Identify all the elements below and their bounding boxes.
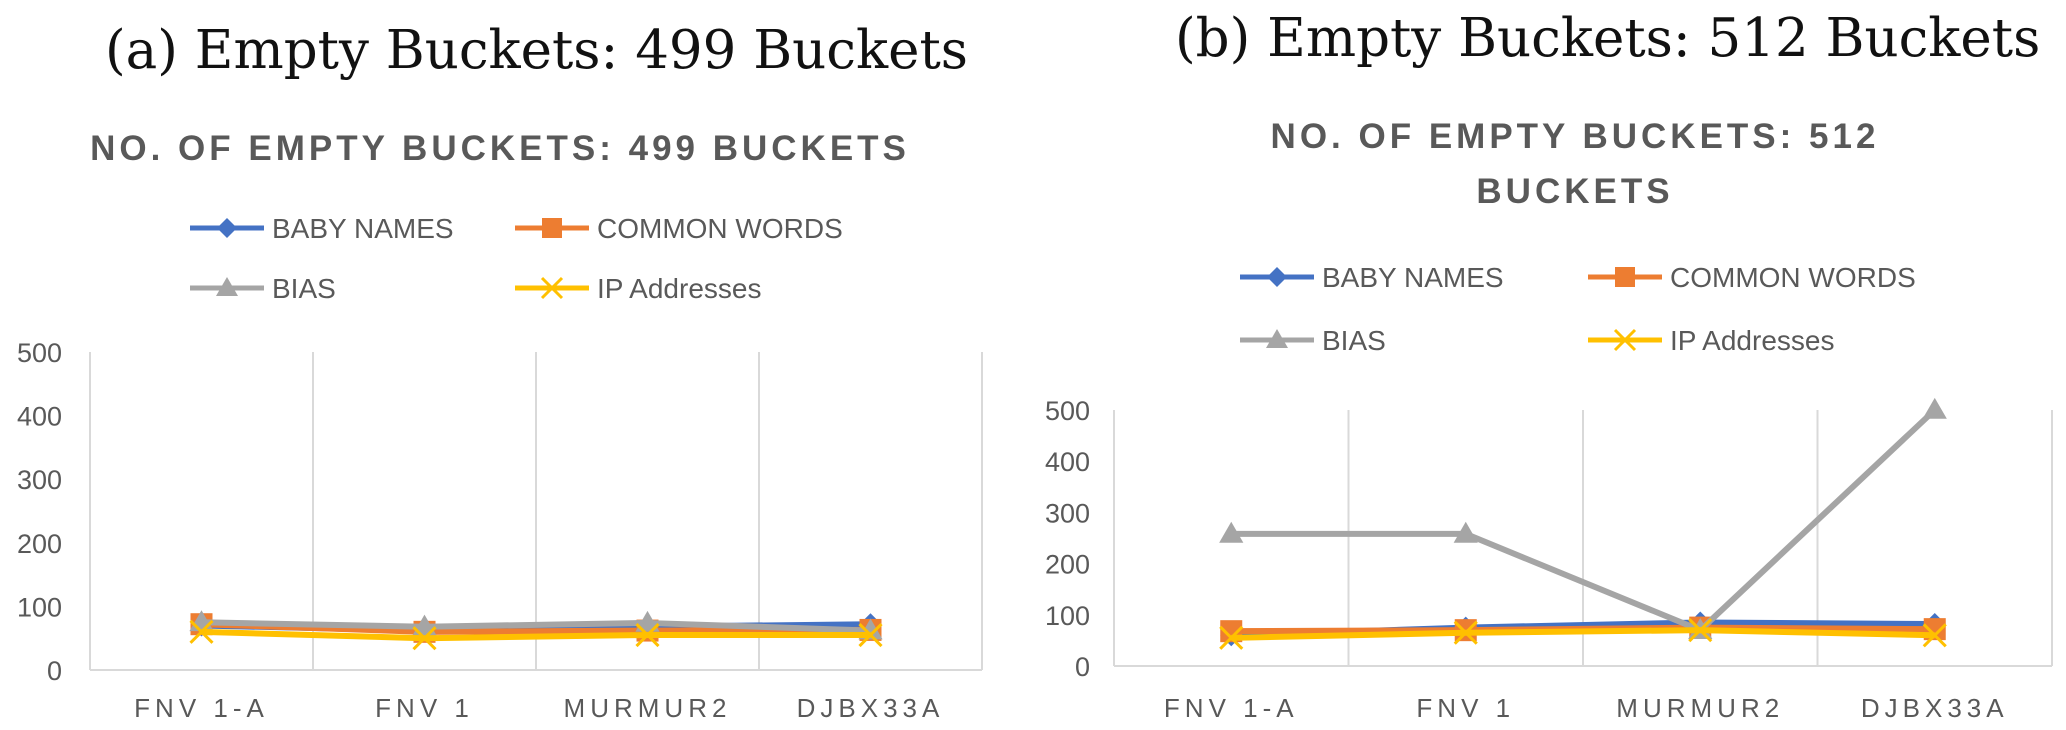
y-tick-label: 100 [17,592,62,622]
chart-svg: NO. OF EMPTY BUCKETS: 499 BUCKETS BABY NA… [17,129,983,723]
legend-label: IP Addresses [597,273,761,304]
y-tick-label: 300 [1045,498,1090,528]
data-point [1922,623,1947,648]
data-point [1219,625,1244,650]
x-tick-label: FNV 1 [375,693,474,723]
x-tick-label: MURMUR2 [1616,693,1784,723]
x-tick-label: FNV 1-A [1164,693,1299,723]
chart-title: NO. OF EMPTY BUCKETS: 512 [1271,117,1880,156]
data-point [1453,521,1478,543]
legend-label: BIAS [272,273,336,304]
data-point [635,622,660,648]
panel-caption: (a) Empty Buckets: 499 Buckets [105,20,968,81]
y-tick-label: 400 [17,402,62,432]
legend-label: BIAS [1322,325,1386,356]
legend-label: COMMON WORDS [1670,262,1916,293]
data-point [1219,521,1244,543]
y-tick-label: 0 [47,656,62,686]
y-tick-label: 300 [17,465,62,495]
y-tick-label: 200 [17,529,62,559]
y-tick-label: 0 [1075,652,1090,682]
chart-title: BUCKETS [1476,172,1673,211]
data-point [189,619,214,644]
legend-entry: BABY NAMES [190,213,454,244]
legend-entry: BIAS [1240,325,1386,356]
legend-label: BABY NAMES [272,213,454,244]
x-tick-label: DJBX33A [797,693,945,723]
legend-entry: IP Addresses [1588,325,1834,356]
x-tick-label: FNV 1 [1416,693,1515,723]
chart-title: NO. OF EMPTY BUCKETS: 499 BUCKETS [90,129,910,168]
data-point [1688,618,1713,643]
legend-entry: BABY NAMES [1240,262,1504,293]
y-tick-label: 100 [1045,601,1090,631]
chart-svg: NO. OF EMPTY BUCKETS: 512 BUCKETS BABY NAM… [1045,117,2053,723]
data-point [635,610,660,632]
data-point [858,622,883,648]
series-line [1231,407,1937,634]
y-tick-label: 200 [1045,550,1090,580]
legend-label: IP Addresses [1670,325,1834,356]
panel-caption: (b) Empty Buckets: 512 Buckets [1175,8,2041,69]
chart-panel-a: (a) Empty Buckets: 499 Buckets NO. OF EM… [0,0,1000,730]
data-point [412,626,437,651]
series-line [201,619,871,634]
legend-entry: BIAS [190,273,336,304]
series-line [201,628,871,642]
x-tick-label: DJBX33A [1861,693,2009,723]
series-line [1231,627,1935,641]
x-tick-label: FNV 1-A [134,693,269,723]
data-point [1453,620,1478,645]
legend-label: BABY NAMES [1322,262,1504,293]
data-point [1922,397,1947,419]
y-tick-label: 400 [1045,447,1090,477]
legend-entry: COMMON WORDS [515,213,843,244]
y-tick-label: 500 [17,338,62,368]
x-tick-label: MURMUR2 [564,693,732,723]
legend-entry: IP Addresses [515,273,761,304]
legend-entry: COMMON WORDS [1588,262,1916,293]
y-tick-label: 500 [1045,396,1090,426]
chart-panel-b: (b) Empty Buckets: 512 Buckets NO. OF EM… [1040,0,2066,730]
series-line [201,621,871,635]
legend-label: COMMON WORDS [597,213,843,244]
